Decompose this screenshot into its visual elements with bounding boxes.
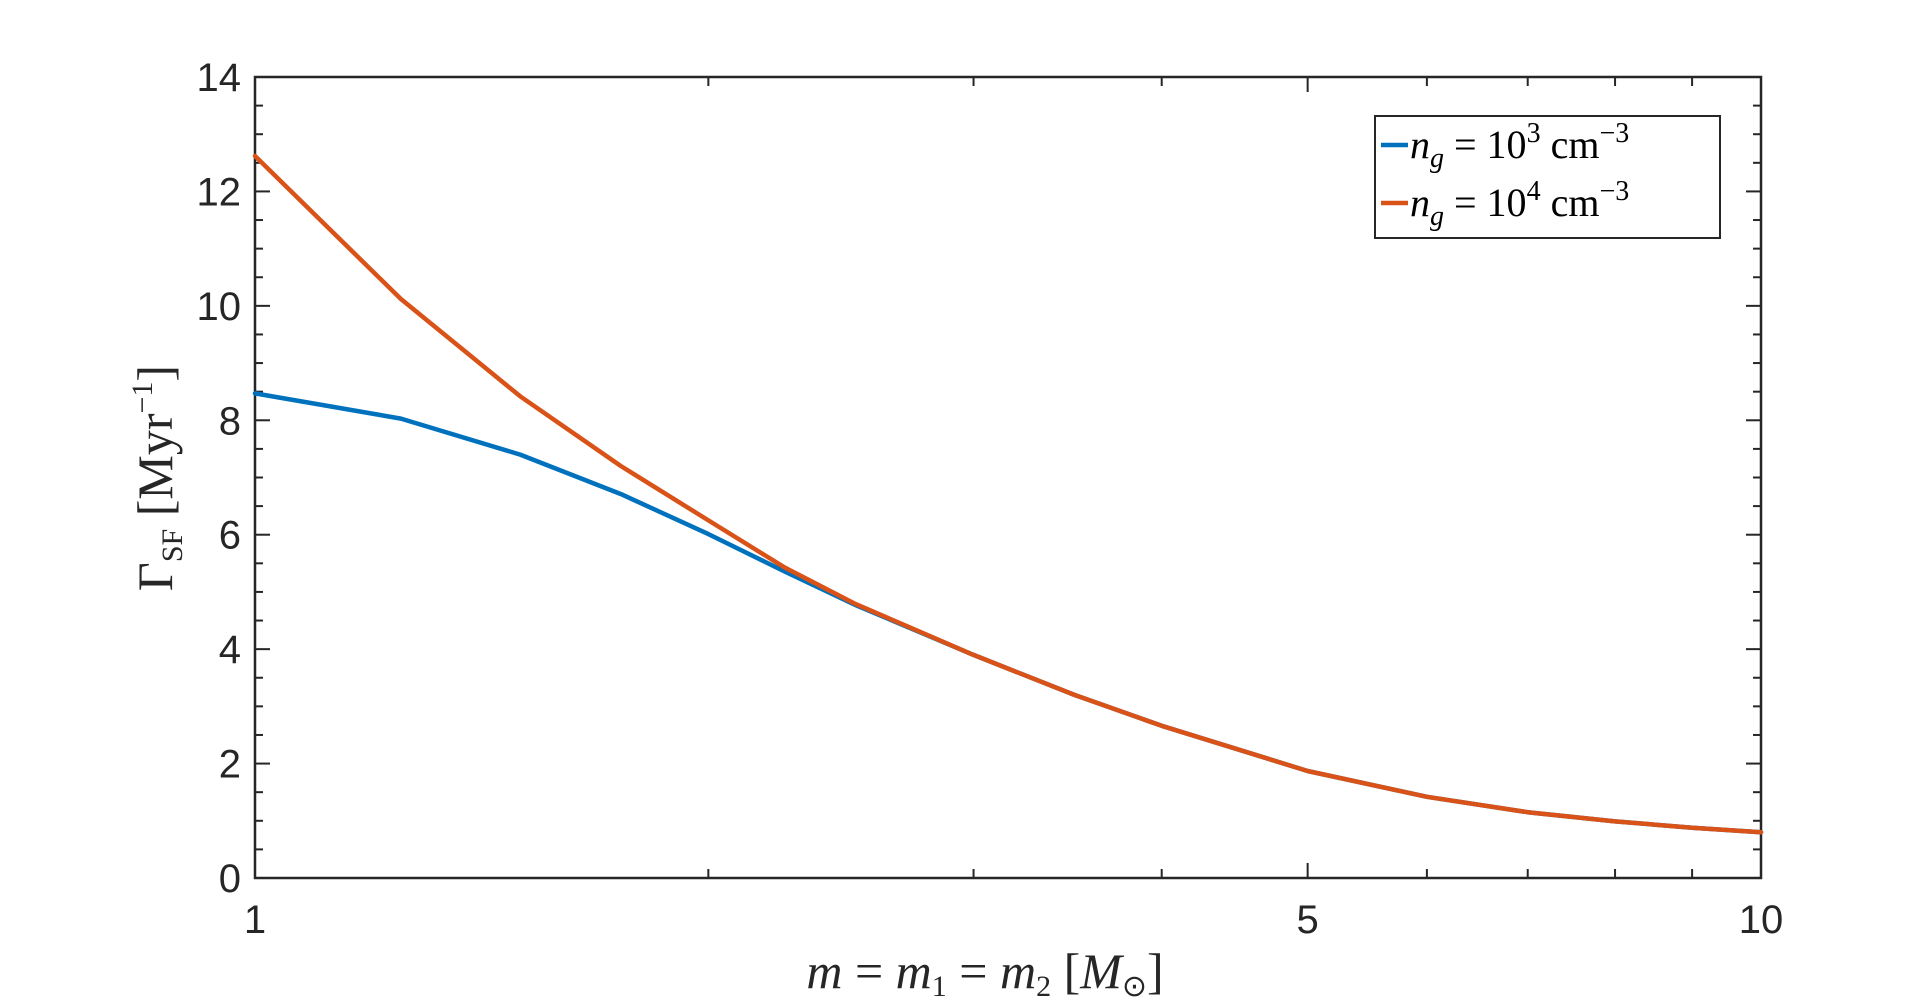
y-tick-label: 6 (219, 514, 241, 558)
x-axis-label: m = m1 = m2 [M⊙] (806, 943, 1163, 1003)
y-axis-label: ΓSF [Myr−1] (126, 365, 189, 591)
legend-label-1: ng = 103 cm−3 (1410, 118, 1629, 174)
y-tick-label: 10 (197, 285, 242, 329)
legend: ng = 103 cm−3ng = 104 cm−3 (1374, 115, 1721, 239)
y-tick-label: 12 (197, 170, 242, 214)
series-layer (252, 153, 1764, 835)
x-tick-label: 5 (1297, 898, 1319, 942)
y-tick-label: 4 (219, 628, 241, 672)
series-line-1 (252, 391, 1764, 835)
y-tick-label: 2 (219, 743, 241, 787)
major-ticks (255, 76, 1761, 879)
y-tick-label: 8 (219, 399, 241, 443)
legend-box (1374, 115, 1721, 239)
legend-label-2: ng = 104 cm−3 (1410, 176, 1629, 232)
y-tick-label: 14 (197, 56, 242, 100)
x-tick-label: 1 (244, 898, 266, 942)
tick-labels: 0 2 4 6 8 10 12 14 1 5 10 (197, 56, 1784, 942)
series-line-2 (252, 153, 1764, 835)
y-tick-label: 0 (219, 857, 241, 901)
x-tick-label: 10 (1739, 898, 1784, 942)
